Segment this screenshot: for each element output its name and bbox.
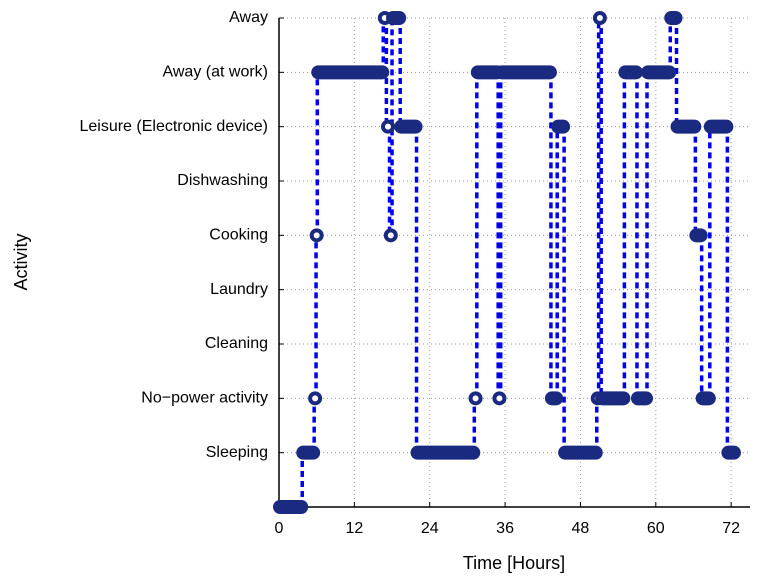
y-tick-label: Cooking <box>209 227 268 244</box>
activity-segment <box>695 391 716 406</box>
activity-segment <box>273 500 309 514</box>
x-tick-label: 0 <box>275 520 284 537</box>
activity-segment <box>670 119 702 134</box>
x-tick-label: 48 <box>572 520 590 537</box>
activity-segment <box>296 445 321 460</box>
activity-segment <box>394 119 423 134</box>
x-tick-label: 24 <box>421 520 439 537</box>
activity-segment <box>311 65 390 80</box>
activity-marker <box>468 391 483 406</box>
activity-segment <box>703 119 734 134</box>
activity-segment <box>494 65 557 80</box>
activity-segment <box>551 119 571 134</box>
activity-segment <box>630 391 654 406</box>
x-tick-label: 72 <box>722 520 740 537</box>
y-tick-label: Dishwashing <box>177 172 268 189</box>
activity-segment <box>558 445 603 460</box>
activity-segment <box>618 65 643 80</box>
activity-segment <box>721 445 741 460</box>
y-axis-label: Activity <box>11 233 31 290</box>
activity-segment <box>689 228 708 243</box>
x-tick-label: 12 <box>345 520 363 537</box>
y-tick-label: Cleaning <box>205 335 268 352</box>
x-tick-label: 36 <box>496 520 514 537</box>
activity-marker <box>383 228 398 243</box>
y-tick-label: Away (at work) <box>162 64 268 81</box>
activity-segment <box>410 445 481 460</box>
y-tick-label: Leisure (Electronic device) <box>79 118 268 135</box>
activity-segment <box>641 65 677 80</box>
activity-marker <box>380 119 395 134</box>
activity-segment <box>595 391 631 406</box>
activity-marker <box>309 228 324 243</box>
activity-marker <box>592 11 607 25</box>
x-tick-label: 60 <box>647 520 665 537</box>
activity-segment <box>664 11 683 25</box>
y-tick-label: Laundry <box>210 281 268 298</box>
activity-marker <box>492 391 507 406</box>
activity-segment <box>544 391 564 406</box>
activity-segment <box>386 11 407 25</box>
x-axis-label: Time [Hours] <box>463 553 565 573</box>
y-tick-label: Away <box>229 9 268 26</box>
activity-marker <box>308 391 323 406</box>
y-tick-label: No−power activity <box>141 390 268 407</box>
y-tick-label: Sleeping <box>206 444 268 461</box>
